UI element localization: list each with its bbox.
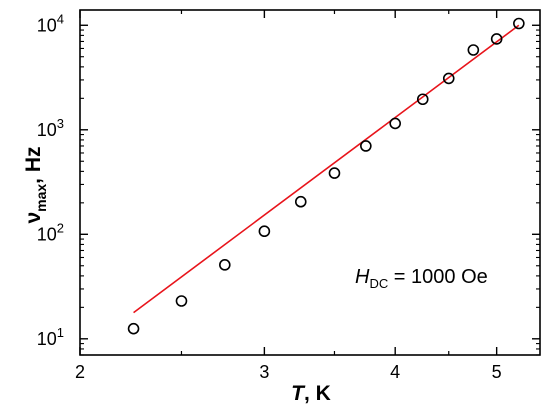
data-point <box>219 259 231 271</box>
y-tick-label: 104 <box>37 11 64 35</box>
y-axis-title: νmax, Hz <box>22 146 49 223</box>
y-tick-label: 103 <box>37 116 64 140</box>
x-tick-label: 2 <box>75 362 85 382</box>
data-point <box>490 33 503 45</box>
x-tick-label: 3 <box>259 362 269 382</box>
data-point <box>467 44 480 56</box>
data-point <box>416 93 429 106</box>
plot-frame <box>79 9 541 356</box>
y-tick-label: 102 <box>37 220 64 244</box>
data-point <box>389 117 401 130</box>
x-tick-label: 5 <box>492 362 502 382</box>
data-point <box>328 167 341 179</box>
labels-layer: 2 3 4 5 101 102 103 104 <box>37 11 502 382</box>
data-point <box>127 322 140 335</box>
data-point <box>513 17 525 30</box>
fit-line <box>133 24 520 314</box>
data-point <box>360 140 372 152</box>
x-tick-label: 4 <box>390 362 400 382</box>
data-point <box>175 295 188 307</box>
x-axis-title: T, K <box>291 382 331 405</box>
series-layer <box>127 17 525 335</box>
data-point <box>442 72 455 85</box>
field-annotation: HDC = 1000 Oe <box>355 266 488 291</box>
y-tick-label: 101 <box>37 325 64 349</box>
data-point <box>294 195 307 208</box>
data-point <box>258 225 271 238</box>
